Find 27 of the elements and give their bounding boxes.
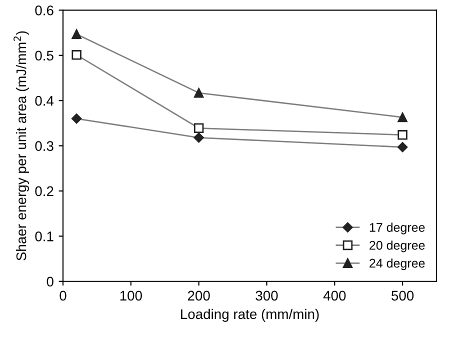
- y-tick-label: 0.5: [35, 50, 54, 61]
- x-tick-label: 0: [60, 290, 66, 301]
- y-tick-label: 0.6: [35, 6, 54, 16]
- x-tick-label: 200: [188, 290, 210, 301]
- point: [194, 123, 204, 134]
- point: [72, 50, 82, 60]
- legend-label: 24 degree: [370, 258, 425, 270]
- x-tick-label: 500: [392, 290, 414, 301]
- y-tick-label: 0.3: [35, 141, 54, 151]
- y-tick-label: 0.1: [35, 232, 54, 242]
- point: [398, 130, 408, 140]
- x-axis-title: Loading rate (mm/min): [181, 308, 319, 322]
- point: [398, 112, 408, 122]
- legend-label: 17 degree: [370, 222, 425, 234]
- x-tick-label: 300: [256, 290, 278, 301]
- y-tick-label: 0: [46, 276, 54, 287]
- point: [72, 29, 82, 39]
- point: [194, 132, 204, 143]
- y-axis-title: Shaer energy per unit area (mJ/mm$^{2}$): [14, 31, 29, 260]
- x-tick-label: 100: [120, 290, 142, 301]
- y-tick-label: 0.4: [35, 96, 54, 106]
- point: [71, 114, 82, 124]
- x-tick-label: 400: [323, 290, 346, 301]
- legend-label: 20 degree: [370, 240, 425, 252]
- point: [397, 142, 408, 152]
- y-tick-label: 0.2: [35, 186, 54, 196]
- point: [194, 88, 204, 98]
